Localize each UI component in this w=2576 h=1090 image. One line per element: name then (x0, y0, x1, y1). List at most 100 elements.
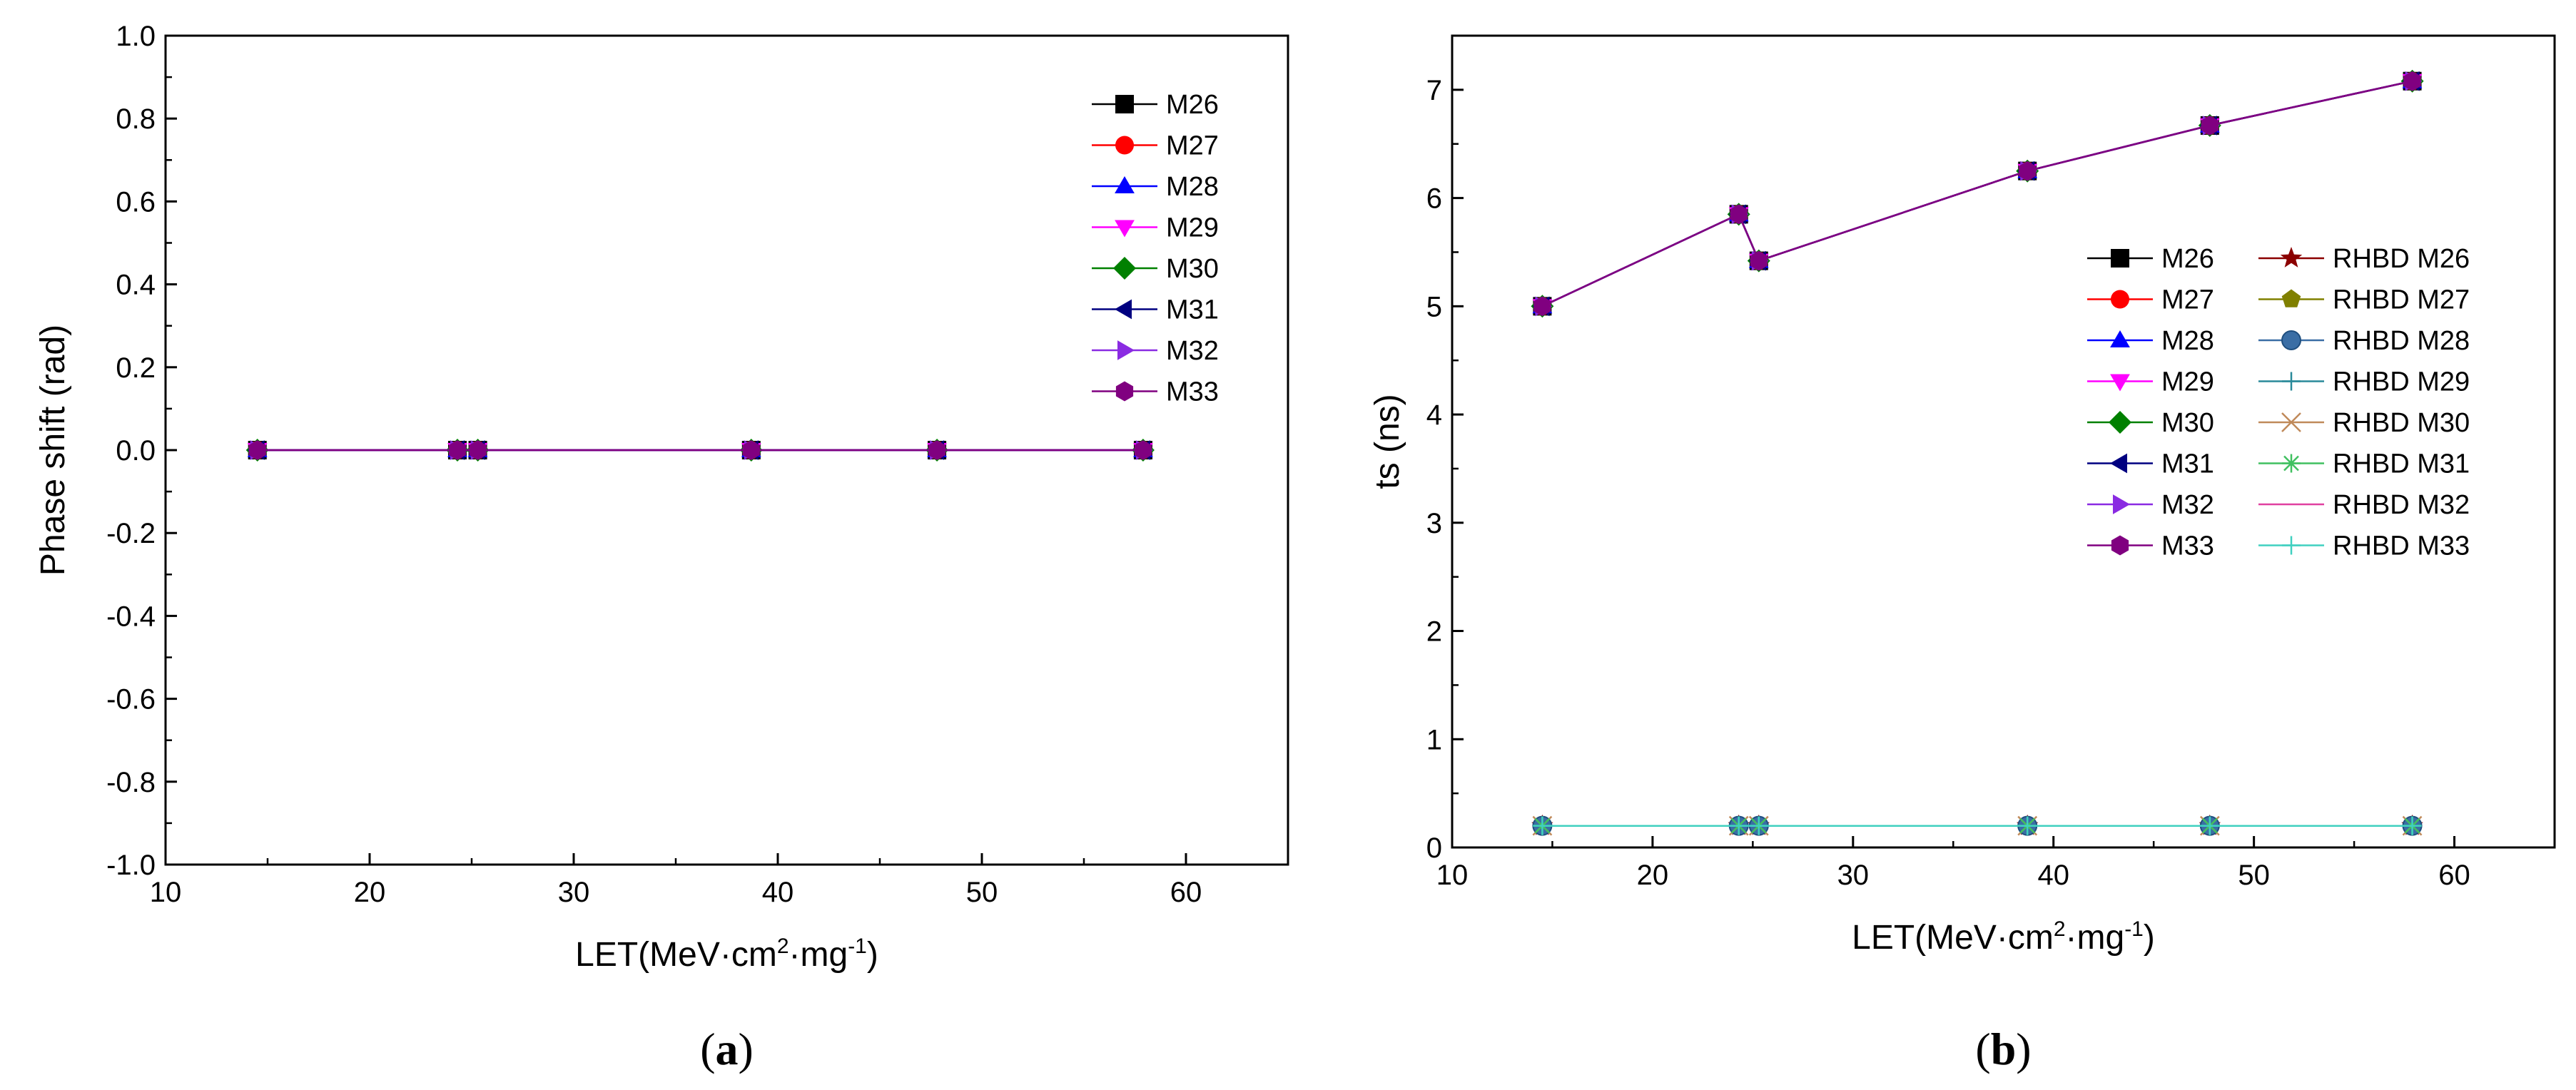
legend-marker (2281, 330, 2301, 350)
series-m29 (247, 443, 1153, 460)
data-point (2200, 816, 2219, 835)
y-tick-label: 0.0 (116, 435, 156, 467)
legend-label: M29 (1166, 213, 1219, 243)
legend-marker (2111, 249, 2129, 268)
legend-item: M27 (1092, 131, 1219, 161)
y-tick-label: 7 (1426, 75, 1442, 106)
legend-item: M26 (2087, 244, 2214, 274)
legend-marker (2282, 454, 2301, 473)
legend-label: M27 (2161, 285, 2214, 315)
legend-item: RHBD M32 (2258, 490, 2470, 520)
legend-label: M30 (1166, 254, 1219, 284)
legend-item: M32 (2087, 490, 2214, 520)
legend-marker (2282, 372, 2301, 391)
legend-item: M31 (2087, 449, 2214, 479)
legend-item: RHBD M28 (2258, 326, 2470, 356)
y-tick-label: 4 (1426, 399, 1442, 431)
y-tick-label: 0.2 (116, 352, 156, 384)
x-axis-title: LET(MeV·cm2·mg-1) (1852, 917, 2155, 957)
legend-label: M32 (1166, 336, 1219, 366)
legend-marker (1115, 299, 1132, 320)
data-point (2201, 115, 2218, 136)
x-tick-label: 20 (1637, 860, 1669, 891)
legend-item: M29 (2087, 367, 2214, 397)
x-tick-label: 50 (2238, 860, 2270, 891)
legend-item: M27 (2087, 285, 2214, 315)
legend: M26 M27 M28 M29 M30 M31 M32 M33 RHBD M26 RHBD M27… (2087, 244, 2470, 561)
x-tick-label: 10 (150, 877, 182, 908)
legend-item: M33 (2087, 531, 2214, 561)
data-point (1533, 816, 1552, 835)
x-tick-label: 60 (2438, 860, 2470, 891)
legend-item: RHBD M33 (2258, 531, 2470, 561)
y-tick-label: 3 (1426, 508, 1442, 539)
legend-item: M32 (1092, 336, 1219, 366)
series-line (1541, 80, 2413, 307)
data-point (448, 440, 467, 460)
panel-caption: (b) (1975, 1024, 2031, 1074)
legend-marker (1117, 340, 1135, 360)
series-line (1541, 80, 2413, 307)
legend-marker (2110, 330, 2130, 347)
y-tick-label: 0.8 (116, 103, 156, 135)
chart-panel-a: 10 20 30 40 50 60 -1.0 -0.8 -0.6 -0.4 -0.2 0.0 0.2 0.… (34, 21, 1289, 1074)
legend-marker (2113, 494, 2130, 514)
y-tick-label: 0.6 (116, 186, 156, 218)
y-tick-label: 2 (1426, 616, 1442, 648)
series-line (1541, 80, 2413, 307)
y-tick-label: 1.0 (116, 21, 156, 52)
legend-label: M31 (1166, 295, 1219, 325)
data-point (1134, 440, 1152, 460)
legend-marker (2280, 247, 2303, 268)
x-tick-label: 50 (966, 877, 998, 908)
legend-label: M28 (1166, 172, 1219, 202)
y-tick-label: -0.6 (106, 684, 156, 715)
legend-marker (2110, 374, 2130, 392)
legend-item: M29 (1092, 213, 1219, 243)
series-line (1541, 80, 2413, 307)
legend-item: RHBD M29 (2258, 367, 2470, 397)
legend-label: M31 (2161, 449, 2214, 479)
legend-marker (2282, 536, 2301, 555)
x-tick-label: 20 (354, 877, 386, 908)
y-tick-label: -0.8 (106, 767, 156, 798)
data-point (1750, 250, 1768, 271)
legend-label: M29 (2161, 367, 2214, 397)
legend-marker (1115, 136, 1134, 155)
y-tick-label: -1.0 (106, 850, 156, 881)
data-point (1533, 296, 1551, 317)
series-line (1541, 80, 2413, 307)
legend-item: RHBD M26 (2258, 244, 2470, 274)
legend-label: RHBD M33 (2333, 531, 2470, 561)
legend-label: M28 (2161, 326, 2214, 356)
legend-item: RHBD M27 (2258, 285, 2470, 315)
x-tick-label: 10 (1436, 860, 1469, 891)
legend-label: M32 (2161, 490, 2214, 520)
legend-marker (1115, 220, 1135, 238)
x-tick-label: 60 (1170, 877, 1202, 908)
panel-caption: (a) (700, 1024, 754, 1074)
legend-label: M30 (2161, 408, 2214, 438)
y-tick-label: -0.4 (106, 601, 156, 632)
legend-label: M27 (1166, 131, 1219, 161)
series-line (1541, 80, 2413, 307)
legend-item: M31 (1092, 295, 1219, 325)
legend-label: RHBD M30 (2333, 408, 2470, 438)
data-point (1749, 816, 1768, 835)
x-axis-title: LET(MeV·cm2·mg-1) (575, 934, 878, 974)
series-line (1541, 80, 2413, 307)
legend-marker (2111, 290, 2129, 309)
legend-item: RHBD M30 (2258, 408, 2470, 438)
data-point (2019, 161, 2037, 181)
y-axis-title: ts (ns) (1369, 394, 1406, 489)
x-tick-label: 30 (1837, 860, 1870, 891)
data-point (1729, 816, 1748, 835)
data-point (2403, 71, 2421, 91)
legend-marker (2281, 289, 2301, 307)
y-tick-label: 1 (1426, 724, 1442, 755)
series-m33 (248, 440, 1152, 460)
series-rhbd-m27 (1533, 815, 2422, 834)
legend-item: RHBD M31 (2258, 449, 2470, 479)
legend-label: RHBD M27 (2333, 285, 2470, 315)
legend-label: RHBD M32 (2333, 490, 2470, 520)
